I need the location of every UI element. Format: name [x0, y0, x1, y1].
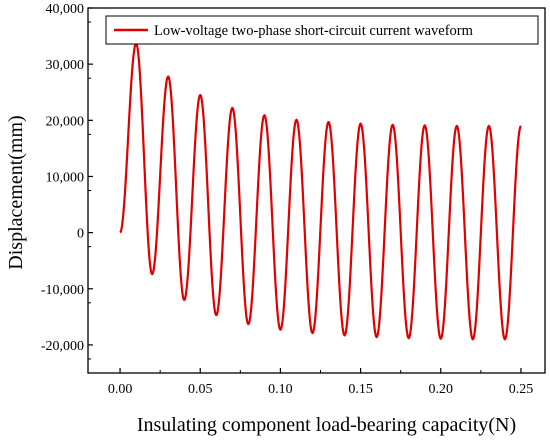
legend-box: [105, 15, 539, 45]
y-tick-label: -20,000: [41, 339, 84, 354]
series-line: [119, 42, 522, 341]
y-tick-label: 20,000: [46, 114, 85, 129]
y-axis-label: Displacement(mm): [5, 115, 27, 269]
x-tick-label: 0.15: [348, 382, 373, 397]
legend-label: Low-voltage two-phase short-circuit curr…: [154, 23, 474, 39]
x-tick-label: 0.20: [429, 382, 454, 397]
x-tick-label: 0.10: [268, 382, 293, 397]
x-tick-label: 0.25: [509, 382, 534, 397]
x-axis-label: Insulating component load-bearing capaci…: [137, 414, 516, 436]
y-tick-label: 30,000: [46, 58, 85, 73]
y-tick-label: 40,000: [46, 2, 85, 17]
y-tick-label: 0: [77, 227, 84, 242]
x-tick-label: 0.05: [188, 382, 213, 397]
y-tick-label: -10,000: [41, 283, 84, 298]
y-tick-label: 10,000: [46, 170, 85, 185]
x-tick-label: 0.00: [108, 382, 133, 397]
